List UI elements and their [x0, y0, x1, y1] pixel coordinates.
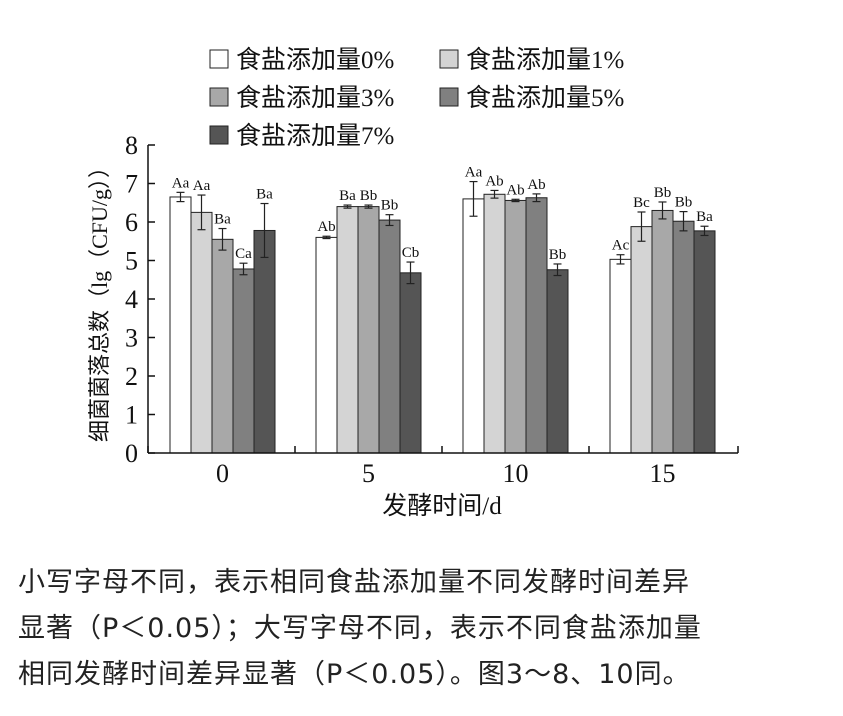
y-axis-label: 细菌菌落总数（lg（CFU/g）） [87, 156, 112, 442]
y-tick-label: 1 [125, 401, 138, 430]
bar [651, 209, 674, 454]
significance-label: Cb [402, 245, 420, 261]
legend-label: 食盐添加量0% [236, 46, 394, 74]
legend-swatch [209, 87, 229, 107]
significance-label: Bb [654, 185, 672, 201]
significance-label: Ba [214, 212, 231, 228]
bar [169, 196, 192, 454]
x-tick-label: 15 [650, 459, 676, 488]
significance-label: Bb [360, 188, 378, 204]
legend: 食盐添加量0% 食盐添加量1% 食盐添加量3% 食盐添加量5% 食盐添加量7% [209, 46, 624, 150]
bar [693, 230, 716, 454]
legend-swatch [209, 49, 229, 69]
significance-label: Ba [256, 187, 273, 203]
bar [378, 219, 401, 454]
bar [630, 226, 653, 454]
bar [546, 269, 569, 454]
significance-label: Bb [549, 247, 567, 263]
x-tick-label: 5 [362, 459, 375, 488]
y-tick-label: 8 [125, 131, 138, 160]
legend-swatch [439, 49, 459, 69]
significance-label: Ab [506, 182, 524, 198]
bar [672, 220, 695, 454]
significance-label: Aa [465, 165, 483, 181]
bar [336, 206, 359, 454]
bar [190, 211, 213, 454]
significance-label: Bb [381, 198, 399, 214]
bar [357, 206, 380, 454]
bar [504, 199, 527, 454]
legend-label: 食盐添加量3% [236, 84, 394, 112]
significance-label: Ab [485, 173, 503, 189]
significance-label: Ba [339, 188, 356, 204]
significance-label: Ba [696, 209, 713, 225]
figure-caption: 小写字母不同，表示相同食盐添加量不同发酵时间差异 显著（P＜0.05）；大写字母… [18, 560, 833, 698]
significance-label: Ca [235, 246, 252, 262]
bar [315, 236, 338, 454]
significance-label: Aa [193, 178, 211, 194]
bar [211, 238, 234, 454]
legend-swatch [439, 87, 459, 107]
y-tick-label: 7 [125, 170, 138, 199]
y-tick-label: 3 [125, 324, 138, 353]
axes: 0 1 2 3 4 5 6 7 8 0 5 10 15 [125, 131, 739, 488]
caption-line-3: 相同发酵时间差异显著（P＜0.05）。图3～8、10同。 [18, 659, 691, 690]
caption-line-1: 小写字母不同，表示相同食盐添加量不同发酵时间差异 [18, 567, 690, 598]
bar [609, 258, 632, 454]
significance-label: Bc [633, 195, 650, 211]
caption-line-2: 显著（P＜0.05）；大写字母不同，表示不同食盐添加量 [18, 613, 702, 644]
legend-label: 食盐添加量7% [236, 122, 394, 150]
significance-label: Aa [172, 175, 190, 191]
legend-label: 食盐添加量1% [466, 46, 624, 74]
bar [462, 198, 485, 454]
bar [399, 272, 422, 454]
significance-label: Ab [317, 219, 335, 235]
bar [525, 197, 548, 454]
bar-chart: 食盐添加量0% 食盐添加量1%食盐添加量3% 食盐添加量5%食盐添加量7% AaAb… [87, 46, 739, 520]
y-tick-label: 5 [125, 247, 138, 276]
y-tick-label: 6 [125, 208, 138, 237]
bar [483, 193, 506, 454]
significance-label: Ac [612, 238, 630, 254]
significance-label: Bb [675, 195, 693, 211]
x-tick-label: 0 [216, 459, 229, 488]
legend-swatch [209, 125, 229, 145]
x-tick-label: 10 [503, 459, 529, 488]
bar [232, 268, 255, 454]
y-tick-label: 4 [125, 285, 138, 314]
legend-label: 食盐添加量5% [466, 84, 624, 112]
significance-label: Ab [527, 177, 545, 193]
bar [253, 229, 276, 454]
y-tick-label: 2 [125, 362, 138, 391]
x-axis-label: 发酵时间/d [382, 492, 502, 520]
y-tick-label: 0 [125, 439, 138, 468]
